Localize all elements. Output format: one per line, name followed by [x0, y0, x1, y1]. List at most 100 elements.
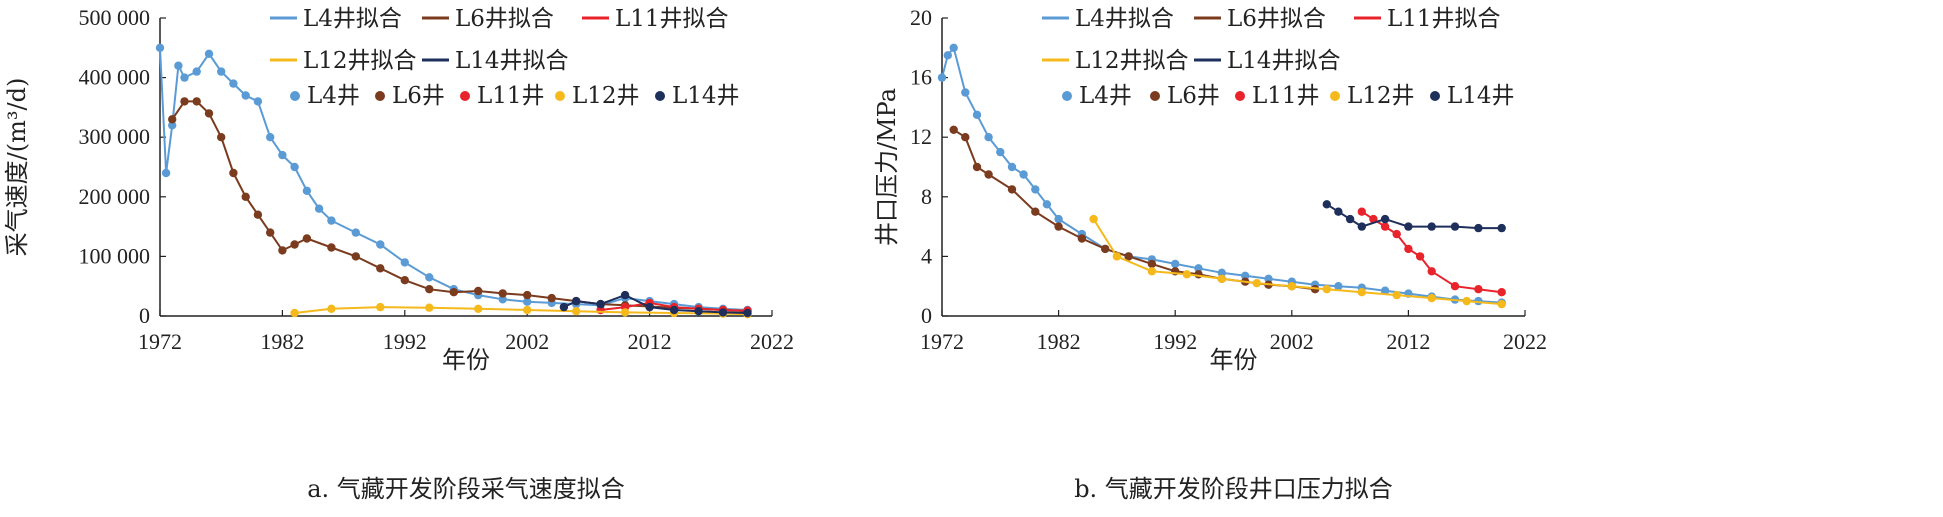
data-point-L4 [400, 258, 409, 267]
data-point-L4 [1380, 286, 1390, 295]
y-tick-label: 16 [910, 65, 932, 90]
data-point-L6 [1054, 222, 1063, 231]
y-tick-label: 20 [910, 5, 932, 30]
data-point-L12 [523, 305, 532, 315]
data-point-L4 [327, 216, 336, 225]
x-tick-label: 2022 [1503, 329, 1547, 354]
legend-marker-swatch [1150, 91, 1160, 101]
panel-caption: b. 气藏开发阶段井口压力拟合 [1074, 475, 1393, 503]
x-tick-label: 2002 [505, 329, 549, 354]
data-point-L6 [290, 240, 299, 249]
data-point-L4 [425, 273, 434, 282]
data-point-L4 [937, 73, 947, 82]
data-point-L6 [168, 115, 177, 124]
data-point-L12 [425, 303, 434, 312]
data-point-L12 [1497, 299, 1506, 309]
data-point-L6 [204, 109, 214, 118]
data-point-L4 [253, 97, 263, 106]
legend-marker-swatch [1330, 91, 1340, 101]
data-point-L4 [229, 79, 238, 88]
data-point-L4 [217, 67, 226, 76]
data-point-L14 [1322, 200, 1332, 209]
data-point-L6 [302, 234, 312, 243]
x-axis-label: 年份 [1210, 346, 1258, 374]
data-point-L12 [327, 304, 336, 313]
data-point-L12 [376, 302, 385, 312]
data-point-L6 [474, 286, 483, 296]
fit-line-L6 [953, 128, 1316, 291]
data-point-L6 [949, 125, 958, 134]
y-tick-label: 0 [921, 303, 932, 328]
data-point-L4 [984, 133, 993, 142]
data-point-L12 [1112, 252, 1122, 261]
data-point-L4 [523, 297, 532, 306]
data-point-L12 [1287, 282, 1297, 291]
data-point-L11 [1415, 252, 1425, 261]
data-point-L14 [718, 308, 728, 317]
y-tick-label: 300 000 [79, 124, 151, 149]
legend-label: L14井拟合 [455, 48, 569, 74]
data-point-L6 [217, 133, 226, 142]
data-point-L6 [1007, 185, 1017, 194]
legend-label: L12井拟合 [1075, 48, 1189, 74]
x-tick-label: 2012 [628, 329, 672, 354]
data-point-L11 [1450, 282, 1460, 291]
data-point-L6 [229, 168, 238, 178]
data-point-L14 [694, 307, 703, 316]
data-point-L6 [180, 97, 189, 106]
legend-label: L14井拟合 [1227, 48, 1341, 74]
data-point-L6 [961, 133, 970, 142]
data-point-L6 [984, 170, 993, 179]
legend-marker-swatch [375, 91, 385, 101]
data-point-L4 [241, 91, 250, 100]
data-point-L14 [1497, 223, 1506, 233]
data-point-L11 [1427, 267, 1436, 276]
data-point-L6 [425, 285, 434, 294]
data-point-L4 [943, 51, 952, 60]
legend-label: L11井 [1252, 83, 1320, 109]
legend-label: L4井拟合 [303, 6, 402, 32]
y-tick-label: 8 [921, 184, 932, 209]
data-point-L12 [1089, 214, 1098, 224]
legend-label: L6井拟合 [455, 6, 554, 32]
y-tick-label: 12 [910, 124, 932, 149]
data-point-L4 [1031, 185, 1040, 194]
legend-label: L14井 [672, 83, 740, 109]
data-point-L6 [1101, 244, 1110, 254]
y-tick-label: 100 000 [79, 243, 151, 268]
data-point-L4 [949, 43, 958, 52]
data-point-L6 [1147, 259, 1157, 269]
data-point-L4 [1171, 259, 1180, 269]
legend-label: L4井拟合 [1075, 6, 1174, 32]
x-axis-label: 年份 [442, 346, 490, 374]
fit-line-L14 [1326, 203, 1502, 230]
legend-label: L11井拟合 [1387, 6, 1501, 32]
data-point-L12 [1462, 296, 1471, 306]
data-point-L12 [1217, 274, 1227, 283]
fit-line-L11 [1361, 210, 1502, 294]
legend-marker-swatch [655, 91, 665, 101]
x-tick-label: 2022 [750, 329, 794, 354]
y-axis-label: 采气速度/(m³/d) [3, 78, 31, 257]
data-point-L14 [1380, 214, 1390, 224]
data-point-L4 [290, 162, 299, 172]
data-point-L12 [1252, 279, 1262, 288]
chart-panel-b: 0 4 8 12 16 20 1972 1982 1992 2002 2012 2022 年份 井口压力/… [873, 5, 1547, 503]
data-point-L6 [266, 228, 275, 237]
data-point-L4 [155, 43, 165, 52]
legend-label: L6井拟合 [1227, 6, 1326, 32]
data-point-L4 [1264, 274, 1273, 283]
data-point-L14 [559, 302, 569, 312]
data-point-L4 [180, 73, 189, 82]
legend-label: L12井 [1347, 83, 1415, 109]
data-point-L4 [161, 168, 171, 178]
chart-panel-a: 0 100 000 200 000 300 000 400 000 500 000 1972… [3, 5, 794, 503]
data-point-L4 [1217, 268, 1227, 277]
data-point-L6 [278, 246, 287, 255]
data-point-L14 [620, 290, 630, 300]
data-point-L14 [1357, 222, 1367, 231]
y-axis-label: 井口压力/MPa [873, 88, 901, 246]
data-point-L4 [1241, 271, 1250, 280]
data-point-L4 [1194, 264, 1203, 273]
